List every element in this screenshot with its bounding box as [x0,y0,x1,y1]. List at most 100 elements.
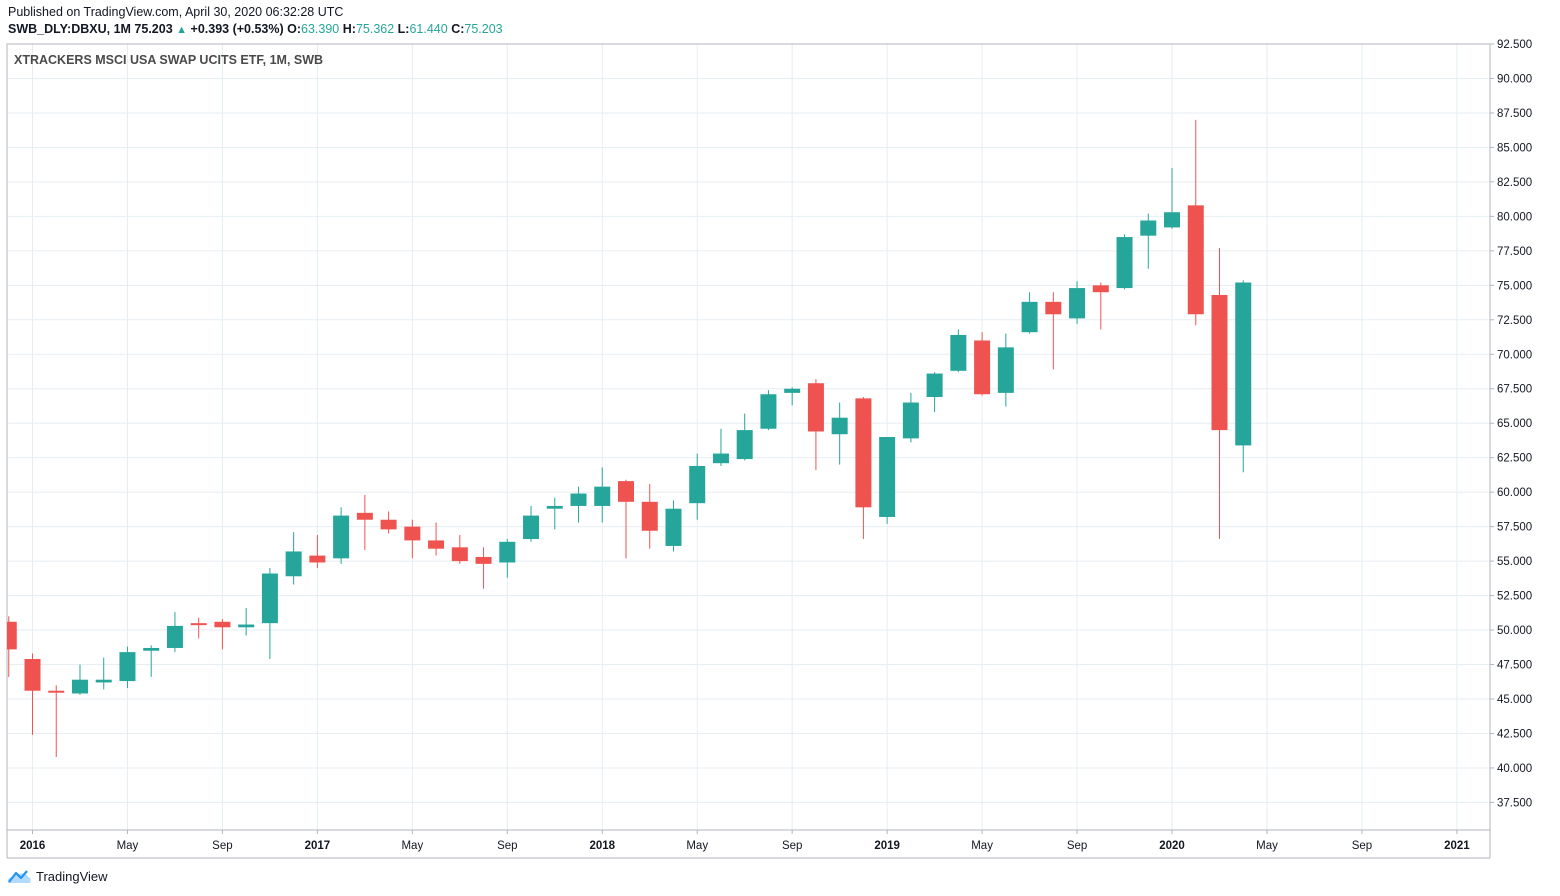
candle[interactable] [618,479,634,559]
cloud-logo-icon [7,870,31,883]
candle[interactable] [475,547,492,589]
candle[interactable] [570,486,587,523]
open-label: O: [287,22,302,36]
x-tick-label: 2021 [1444,840,1470,852]
candle-body [950,334,967,371]
candle[interactable] [950,329,967,373]
candle[interactable] [1045,292,1062,370]
candle-body [24,659,41,691]
y-tick-label: 92.500 [1497,39,1532,51]
candle[interactable] [166,612,183,653]
candle[interactable] [712,428,729,466]
candle-body [1235,282,1252,446]
candle[interactable] [119,646,136,688]
x-tick-label: Sep [1352,840,1372,852]
candle-body [7,621,17,650]
x-tick-label: May [686,840,708,852]
candles-group[interactable] [7,119,1252,757]
time-axis[interactable]: 2016 May Sep 2017 May Sep 2018 May Sep 2019 May Sep… [20,830,1471,852]
open-value: 63.390 [301,22,340,36]
y-tick-label: 75.000 [1497,280,1532,292]
candle[interactable] [48,685,65,757]
candle[interactable] [902,392,919,443]
x-tick-label: 2020 [1159,840,1185,852]
candle[interactable] [807,379,824,471]
y-tick-label: 82.500 [1497,177,1532,189]
ohlc-legend: SWB_DLY:DBXU, 1M 75.203 ▲ +0.393 (+0.53%… [8,22,503,36]
y-tick-label: 57.500 [1497,522,1532,534]
candle-body [190,623,207,626]
candle[interactable] [143,645,160,677]
candle[interactable] [1211,248,1228,540]
candle[interactable] [214,619,231,650]
candle[interactable] [736,413,753,461]
x-tick-label: Sep [497,840,517,852]
candle-body [594,486,611,506]
x-tick-label: 2019 [874,840,900,852]
candle[interactable] [238,607,255,636]
candle[interactable] [404,519,421,559]
candle[interactable] [1164,168,1181,229]
chart-title: XTRACKERS MSCI USA SWAP UCITS ETF, 1M, S… [14,53,324,67]
candle[interactable] [285,532,302,585]
candle-body [71,679,88,694]
close-label: C: [451,22,465,36]
candle[interactable] [356,494,373,551]
candle[interactable] [974,332,991,396]
candle-body [499,541,516,563]
candle[interactable] [1187,119,1204,326]
y-tick-label: 70.000 [1497,349,1532,361]
candle[interactable] [190,617,207,639]
candle[interactable] [309,534,326,568]
candle[interactable] [523,505,540,542]
candle-body [523,515,540,540]
candle-body [95,679,112,683]
candle[interactable] [1069,281,1086,324]
x-tick-label: 2016 [20,840,46,852]
candle[interactable] [855,397,872,540]
tradingview-logo[interactable]: TradingView [6,868,108,884]
candle[interactable] [594,467,611,523]
candle-body [48,690,65,693]
candle[interactable] [641,483,658,549]
candle[interactable] [451,534,468,564]
up-arrow-icon: ▲ [176,24,188,36]
candle[interactable] [428,522,445,556]
candle-body [1187,205,1204,315]
candle[interactable] [784,387,801,406]
candle-body [902,402,919,439]
candle[interactable] [546,497,563,530]
candle[interactable] [71,664,88,695]
candle[interactable] [879,437,896,524]
candle-body [1140,220,1157,236]
candle[interactable] [333,507,350,564]
candle[interactable] [499,539,516,578]
candle-body [380,519,397,530]
candle[interactable] [665,500,682,552]
candle-body [1116,237,1133,289]
candle[interactable] [1116,234,1133,290]
candle[interactable] [1092,282,1109,330]
candle-body [689,465,706,504]
candle[interactable] [1235,280,1252,473]
candle[interactable] [7,616,17,677]
candle[interactable] [380,511,397,534]
y-tick-label: 52.500 [1497,591,1532,603]
candle[interactable] [24,653,41,735]
candle-body [1092,285,1109,293]
candle[interactable] [760,390,777,431]
candle[interactable] [926,372,943,413]
candle[interactable] [261,568,278,660]
candle[interactable] [831,402,848,465]
price-axis[interactable]: 37.500 40.000 42.500 45.000 47.500 50.000 52.5… [1490,39,1532,809]
candle[interactable] [1140,213,1157,269]
candle[interactable] [689,453,706,520]
candle[interactable] [1021,292,1038,334]
candle-body [285,551,302,577]
candle-body [831,417,848,435]
x-tick-label: Sep [212,840,232,852]
candle[interactable] [95,657,112,690]
candle[interactable] [997,333,1014,407]
candle-body [214,621,231,628]
